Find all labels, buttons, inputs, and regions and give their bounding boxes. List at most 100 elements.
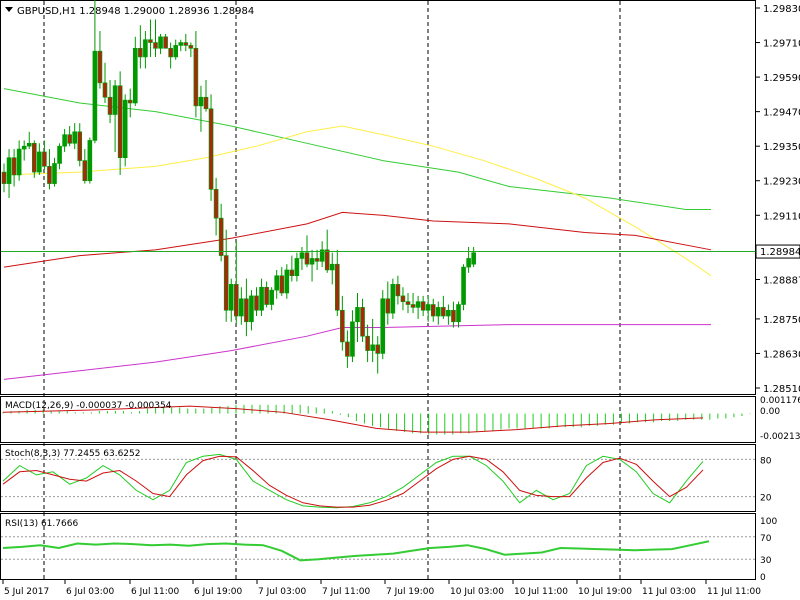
stoch-title: Stoch(8,3,3) 77.2455 63.6252: [5, 449, 140, 459]
candle-body: [138, 48, 143, 58]
stoch-levels: [1, 458, 756, 498]
candle-body: [208, 108, 214, 190]
triangle-down-icon[interactable]: [5, 7, 13, 12]
candle-body: [259, 286, 264, 311]
rsi-title: RSI(13) 61.7666: [5, 519, 78, 529]
candle-body: [435, 307, 441, 317]
candle-body: [163, 36, 168, 49]
macd-histogram: [2, 404, 751, 435]
candle-body: [87, 140, 93, 182]
candle-body: [112, 85, 118, 115]
candle-body: [329, 263, 335, 271]
price-tick-label: 1.29110: [763, 211, 800, 222]
candle-body: [188, 45, 194, 49]
stoch-panel[interactable]: [0, 444, 756, 512]
candle-body: [405, 301, 411, 305]
price-axis-ticks: 1.29830 1.29710 1.29590 1.29470 1.29350 1.292…: [756, 4, 800, 395]
candle-body: [16, 148, 22, 176]
candle-body: [309, 258, 315, 265]
time-tick-label: 6 Jul 19:00: [194, 587, 243, 597]
candle-body: [57, 145, 62, 164]
candle-body: [122, 99, 128, 158]
candle-body: [314, 258, 320, 262]
candle-body: [198, 96, 204, 107]
candle-body: [410, 304, 416, 308]
candle-body: [228, 284, 234, 311]
candle-body: [340, 309, 345, 343]
ma-magenta-line: [3, 324, 711, 380]
candle-body: [117, 85, 123, 158]
candle-body: [77, 131, 83, 161]
candle-body: [148, 39, 153, 43]
candle-body: [375, 344, 381, 354]
candle-body: [365, 335, 370, 351]
current-price-tag: 1.28984: [755, 244, 800, 259]
candle-body: [466, 258, 471, 268]
candle-body: [239, 298, 244, 317]
candle-body: [183, 42, 189, 46]
time-tick-label: 10 Jul 19:00: [578, 587, 632, 597]
rsi-line: [2, 540, 710, 562]
price-tick-label: 1.28510: [763, 384, 800, 395]
candle-body: [370, 344, 375, 351]
candle-body: [42, 151, 47, 167]
price-tick-label: 1.28887: [763, 275, 800, 286]
price-tick-label: 1.29590: [763, 73, 800, 84]
chart-header: GBPUSD,H1 1.28948 1.29000 1.28936 1.2898…: [5, 6, 254, 17]
candle-body: [304, 252, 310, 265]
macd-tick-label: -0.002138: [760, 432, 800, 442]
candle-body: [97, 50, 103, 84]
candle-body: [6, 157, 12, 184]
candle-body: [173, 45, 178, 58]
candle-body: [350, 321, 355, 357]
rsi-panel[interactable]: [0, 513, 756, 580]
candle-body: [72, 131, 77, 144]
rsi-tick-label: 0: [760, 573, 766, 583]
time-tick-label: 11 Jul 11:00: [707, 587, 761, 597]
candle-body: [178, 42, 184, 46]
candle-body: [385, 298, 391, 314]
candlesticks[interactable]: [1, 0, 476, 374]
candle-body: [193, 48, 199, 107]
macd-tick-label: 0.001176: [760, 396, 800, 406]
time-tick-label: 10 Jul 03:00: [450, 587, 504, 597]
time-tick-label: 5 Jul 2017: [4, 587, 49, 597]
candle-body: [158, 36, 163, 49]
candle-body: [425, 304, 431, 311]
candle-body: [153, 42, 158, 49]
candle-body: [21, 145, 27, 150]
candle-body: [274, 275, 280, 291]
candle-body: [299, 252, 305, 259]
ma-red-line: [3, 211, 712, 268]
price-tick-label: 1.28630: [763, 349, 800, 360]
price-tick-label: 1.29230: [763, 177, 800, 188]
candle-body: [420, 301, 426, 311]
candle-body: [168, 48, 173, 58]
candle-body: [324, 249, 330, 271]
macd-title: MACD(12,26,9) -0.000037 -0.000354: [5, 401, 172, 411]
candle-body: [441, 307, 446, 317]
time-tick-label: 10 Jul 11:00: [514, 587, 568, 597]
time-axis: 5 Jul 2017 6 Jul 03:00 6 Jul 11:00 6 Jul 19…: [2, 580, 761, 597]
stoch-signal-line: [2, 455, 704, 508]
rsi-tick-label: 30: [760, 556, 772, 566]
candle-body: [264, 286, 269, 305]
candle-body: [471, 252, 476, 265]
candle-body: [456, 304, 461, 323]
price-panel[interactable]: [0, 0, 756, 395]
candle-body: [107, 96, 113, 115]
time-tick-label: 7 Jul 19:00: [386, 587, 435, 597]
candle-body: [461, 266, 466, 305]
price-tick-label: 1.29710: [763, 39, 800, 50]
candle-body: [380, 298, 386, 354]
candle-body: [254, 295, 259, 311]
candle-body: [11, 157, 17, 176]
rsi-tick-label: 100: [760, 517, 777, 527]
candle-body: [289, 269, 295, 277]
candle-body: [31, 143, 37, 173]
candle-body: [395, 284, 401, 297]
candle-body: [355, 307, 360, 323]
macd-tick-label: 0.00: [760, 407, 780, 417]
